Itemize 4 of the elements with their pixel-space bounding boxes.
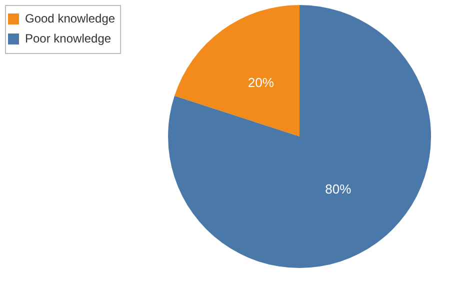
legend-label: Good knowledge	[25, 11, 116, 26]
legend-label: Poor knowledge	[25, 31, 112, 46]
data-label: 20%	[248, 74, 274, 90]
data-label: 80%	[325, 181, 352, 196]
